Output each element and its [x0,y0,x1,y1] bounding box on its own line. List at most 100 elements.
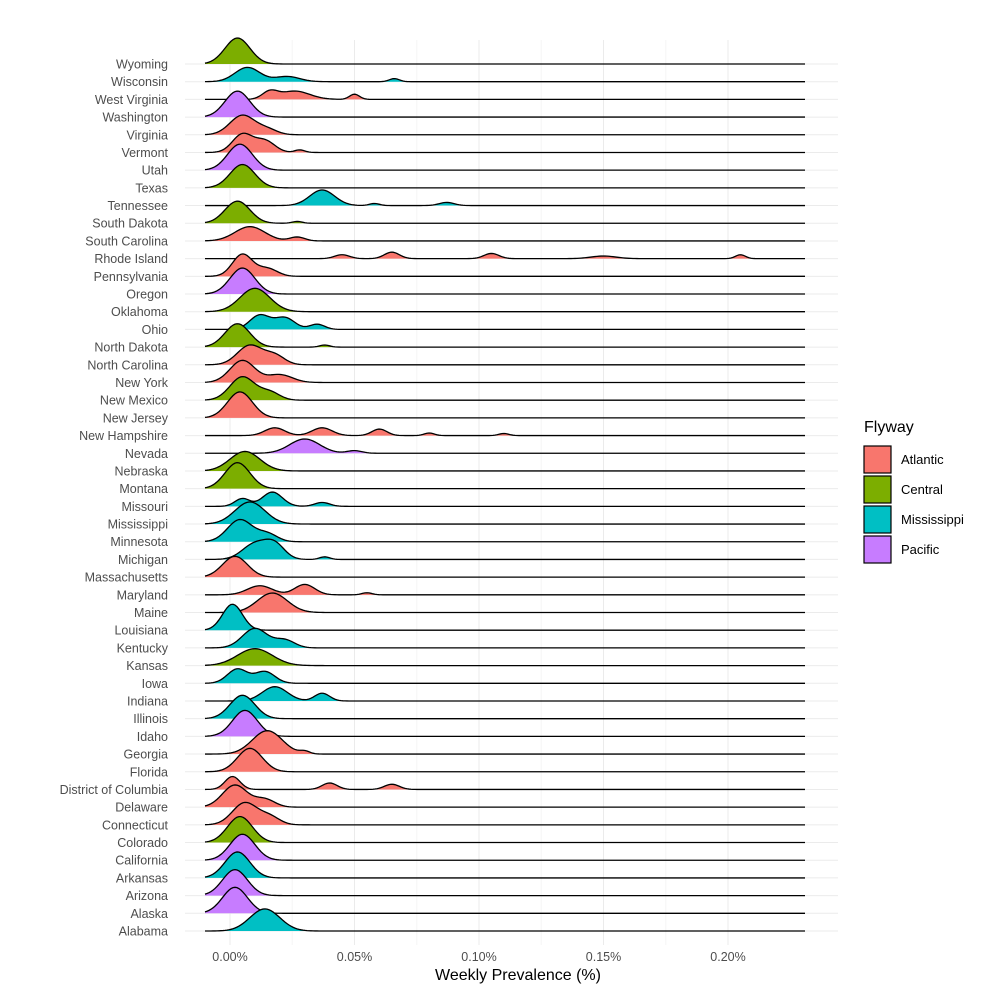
ridge-fill [205,710,805,737]
ridge-fill [205,314,805,330]
ridge-fill [205,492,805,507]
ridge-texas [204,163,805,189]
ridge-fill [205,226,805,241]
y-tick-label: North Dakota [94,341,168,355]
ridge-outline [204,709,805,738]
y-tick-label: Nebraska [115,464,169,478]
legend-entry-pacific: Pacific [863,535,940,564]
ridge-vermont [204,132,805,154]
ridge-outline [204,833,805,861]
ridge-fill [205,376,805,401]
ridge-outline [204,359,805,384]
ridge-north-carolina [204,344,805,366]
ridge-fill [205,908,805,931]
y-tick-label: Rhode Island [94,252,168,266]
ridge-outline [205,908,805,932]
ridge-outline [204,775,805,791]
y-tick-label: Minnesota [110,535,168,549]
ridge-outline [204,648,805,667]
ridge-fill [205,748,805,772]
ridge-florida [204,747,805,773]
ridge-mississippi [204,501,805,525]
y-tick-label: Indiana [127,694,168,708]
ridge-fill [205,501,805,525]
ridge-pennsylvania [204,253,805,277]
legend-swatch [863,445,892,474]
legend-label: Atlantic [901,452,944,467]
ridge-new-jersey [204,391,805,419]
ridge-outline [204,851,805,879]
ridge-outline [204,501,805,525]
legend-label: Central [901,482,943,497]
ridge-virginia [204,114,805,136]
ridge-fill [205,253,805,277]
ridge-fill [205,360,805,383]
y-tick-labels: Wyoming Wisconsin West Virginia Washington V… [60,58,169,939]
y-tick-label: District of Columbia [60,783,168,797]
ridge-outline [205,686,805,702]
ridge-outline [204,37,805,65]
ridge-oregon [204,267,805,295]
ridge-outline [205,592,805,614]
ridge-fill [205,89,805,100]
ridge-outline [204,868,805,897]
ridge-outline [205,438,805,454]
y-tick-label: Pennsylvania [94,270,168,284]
ridge-fill [205,133,805,153]
y-tick-label: New Jersey [103,411,169,425]
ridge-outline [204,90,805,118]
ridge-south-carolina [204,226,805,242]
ridge-outline [204,747,805,773]
y-tick-label: Texas [135,181,168,195]
ridge-new-mexico [204,375,805,401]
ridge-fill [205,593,805,613]
x-tick-label: 0.15% [586,950,621,964]
ridge-connecticut [204,801,805,826]
ridge-illinois [204,694,805,720]
y-tick-label: Wisconsin [111,75,168,89]
y-tick-label: Maine [134,606,168,620]
y-tick-label: Georgia [124,748,169,762]
ridge-outline [204,226,805,242]
y-tick-label: Massachusetts [85,571,168,585]
ridge-california [204,833,805,861]
ridge-massachusetts [204,555,805,578]
y-tick-label: Arizona [126,889,168,903]
x-tick-label: 0.05% [337,950,372,964]
y-tick-label: Mississippi [108,518,168,532]
ridge-outline [204,730,805,755]
ridge-fill [205,164,805,188]
ridge-outline [204,287,805,313]
ridge-outline [204,462,805,490]
ridges [204,37,805,932]
y-tick-label: Illinois [133,712,168,726]
ridge-fill [205,462,805,489]
ridge-nevada [205,438,805,454]
ridge-idaho [204,709,805,738]
legend-swatch [863,535,892,564]
y-tick-label: Florida [130,765,168,779]
y-tick-label: Iowa [142,677,168,691]
y-tick-label: Arkansas [116,871,168,885]
ridge-maryland [205,583,805,596]
ridge-fill [205,730,805,755]
ridge-michigan [205,538,805,561]
ridge-outline [204,143,805,171]
y-tick-label: Alaska [130,907,168,921]
ridge-utah [204,143,805,171]
ridge-outline [204,114,805,136]
y-tick-label: Wyoming [116,58,168,72]
y-tick-label: Alabama [119,925,168,939]
ridge-outline [204,815,805,844]
ridge-delaware [204,784,805,808]
legend-swatch [863,475,892,504]
ridge-outline [204,668,805,684]
ridge-fill [205,391,805,418]
legend-title: Flyway [864,419,914,436]
ridge-outline [204,200,805,224]
y-tick-label: South Dakota [92,217,168,231]
ridge-outline [204,694,805,720]
legend-entry-central: Central [863,475,943,504]
legend-label: Mississippi [901,512,964,527]
ridge-outline [205,491,805,507]
